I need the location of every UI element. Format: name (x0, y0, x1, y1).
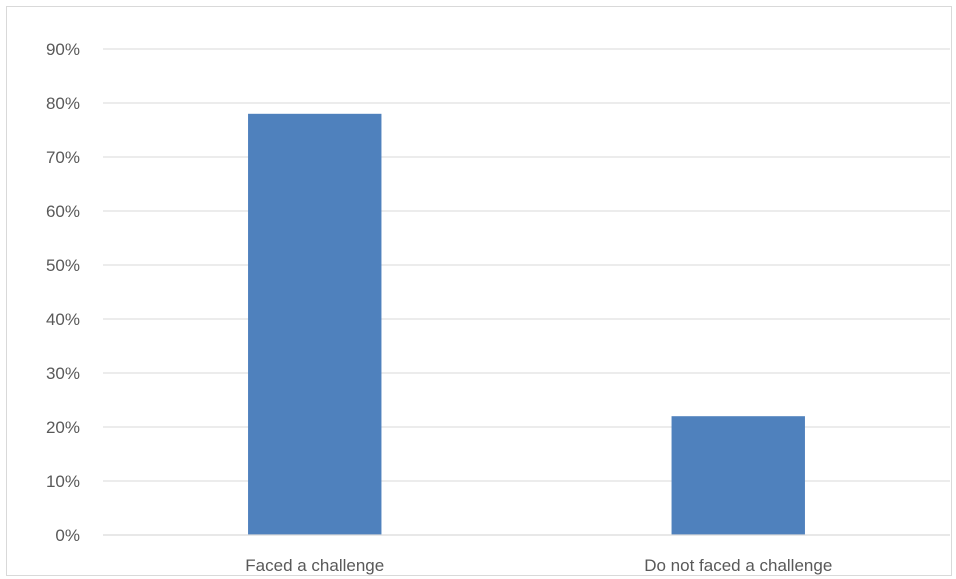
y-tick-label: 20% (46, 418, 80, 437)
y-tick-label: 90% (46, 40, 80, 59)
x-tick-label: Faced a challenge (245, 556, 384, 575)
y-tick-label: 50% (46, 256, 80, 275)
y-tick-label: 40% (46, 310, 80, 329)
y-tick-label: 60% (46, 202, 80, 221)
bars (248, 113, 805, 536)
y-tick-label: 10% (46, 472, 80, 491)
bar (248, 113, 382, 536)
x-tick-label: Do not faced a challenge (644, 556, 832, 575)
gridlines (103, 48, 950, 482)
bar (671, 416, 805, 535)
y-tick-label: 80% (46, 94, 80, 113)
y-tick-label: 30% (46, 364, 80, 383)
y-axis-tick-labels: 0% 10% 20% 30% 40% 50% 60% 70% 80% 90% (46, 40, 80, 545)
y-tick-label: 0% (55, 526, 80, 545)
x-axis-tick-labels: Faced a challenge Do not faced a challeng… (245, 556, 832, 575)
y-tick-label: 70% (46, 148, 80, 167)
